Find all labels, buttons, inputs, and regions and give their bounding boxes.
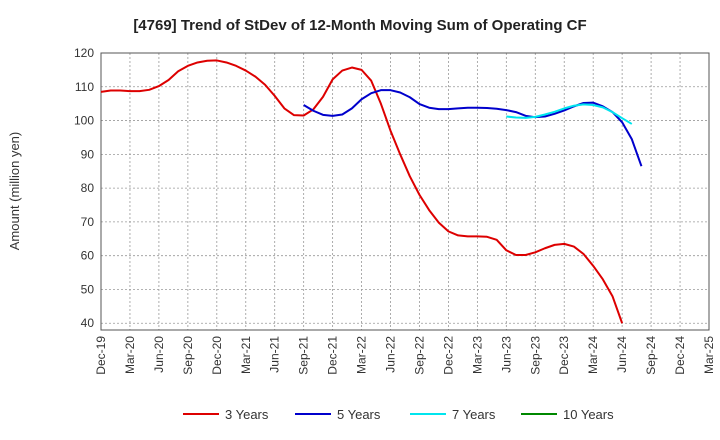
x-tick-label: Dec-24	[673, 336, 687, 375]
series-line-7-years	[506, 103, 633, 125]
x-tick-label: Mar-24	[586, 336, 600, 374]
x-tick-label: Jun-20	[152, 336, 166, 373]
y-tick-label: 50	[81, 282, 95, 296]
x-tick-label: Sep-21	[297, 336, 311, 375]
y-axis-label: Amount (million yen)	[7, 132, 22, 251]
gridlines	[100, 52, 710, 331]
series-line-3-years	[100, 59, 624, 324]
y-tick-label: 70	[81, 215, 95, 229]
x-tick-label: Dec-23	[557, 336, 571, 375]
x-tick-label: Mar-21	[239, 336, 253, 374]
y-tick-label: 40	[81, 316, 95, 330]
x-tick-label: Jun-24	[615, 336, 629, 373]
legend: 3 Years 5 Years 7 Years 10 Years	[183, 407, 614, 422]
y-axis-ticks: 40 50 60 70 80 90 100 110 120	[74, 46, 94, 330]
y-tick-label: 90	[81, 147, 95, 161]
legend-label-7-years: 7 Years	[452, 407, 496, 422]
y-tick-label: 110	[75, 80, 94, 94]
plot-border	[100, 52, 710, 331]
x-tick-label: Sep-20	[181, 336, 195, 375]
x-tick-label: Sep-23	[528, 336, 542, 375]
chart-title: [4769] Trend of StDev of 12-Month Moving…	[133, 17, 586, 34]
legend-label-10-years: 10 Years	[563, 407, 614, 422]
x-tick-label: Sep-24	[644, 336, 658, 375]
series-lines	[100, 59, 643, 324]
x-tick-label: Dec-21	[326, 336, 340, 375]
x-tick-label: Mar-22	[355, 336, 369, 374]
x-tick-label: Jun-23	[499, 336, 513, 373]
x-axis-ticks: Dec-19 Mar-20 Jun-20 Sep-20 Dec-20 Mar-21 Jun-…	[94, 336, 716, 375]
x-tick-label: Dec-20	[210, 336, 224, 375]
y-tick-label: 80	[81, 181, 95, 195]
x-tick-label: Mar-23	[470, 336, 484, 374]
x-tick-label: Jun-22	[384, 336, 398, 373]
plot-area	[101, 53, 709, 330]
plot-background	[101, 53, 709, 330]
y-tick-label: 120	[74, 46, 94, 60]
y-tick-label: 100	[74, 114, 94, 128]
series-line-5-years	[303, 89, 643, 167]
x-tick-label: Jun-21	[268, 336, 282, 373]
x-tick-label: Mar-20	[123, 336, 137, 374]
x-tick-label: Mar-25	[702, 336, 716, 374]
x-tick-label: Dec-19	[94, 336, 108, 375]
x-tick-label: Dec-22	[441, 336, 455, 375]
legend-label-3-years: 3 Years	[225, 407, 269, 422]
x-tick-label: Sep-22	[412, 336, 426, 375]
y-tick-label: 60	[81, 249, 95, 263]
legend-label-5-years: 5 Years	[337, 407, 381, 422]
